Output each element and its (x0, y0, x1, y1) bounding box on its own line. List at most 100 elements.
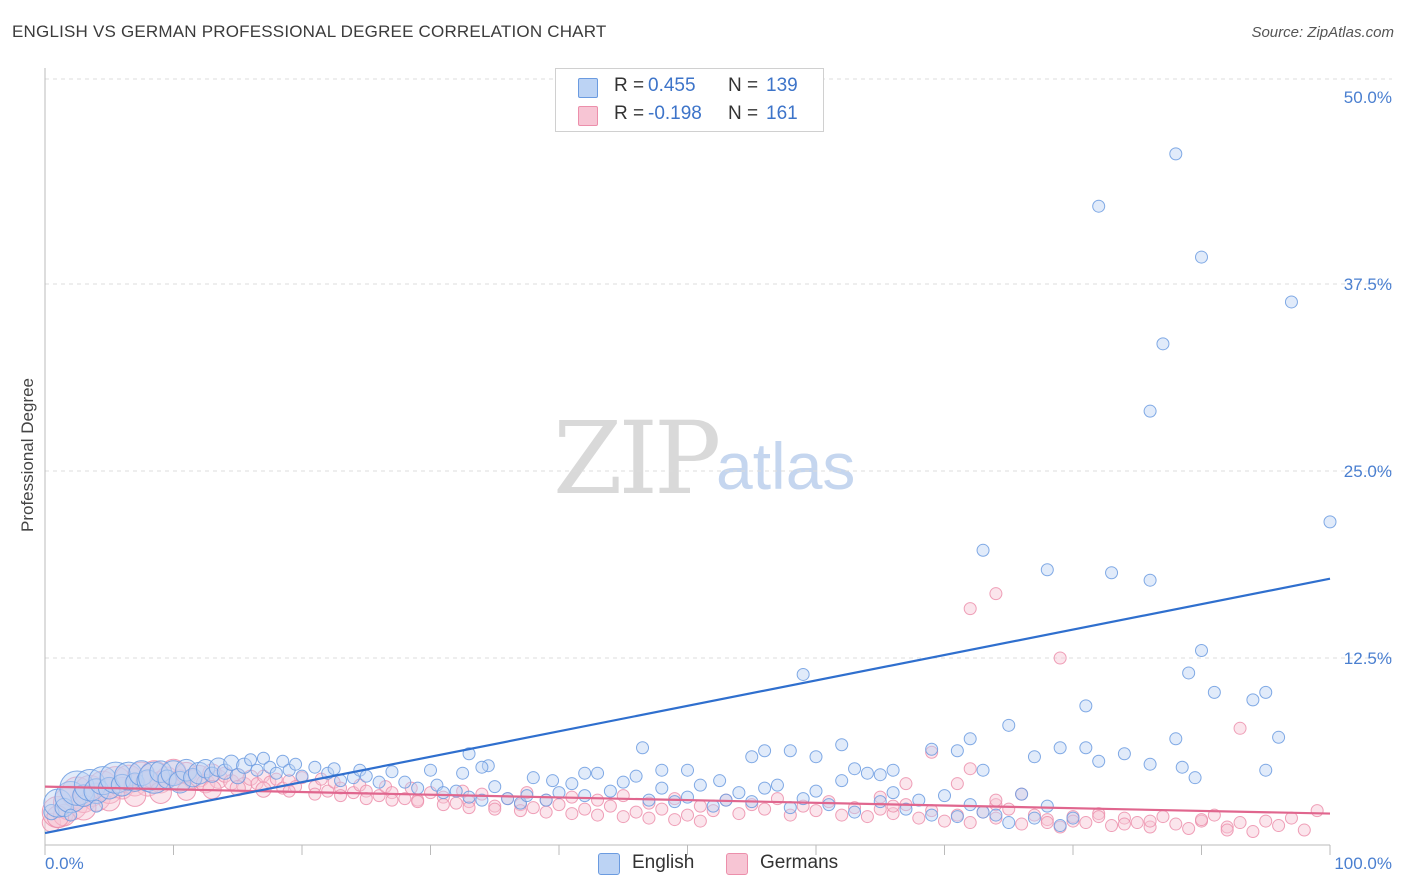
english-point (526, 771, 540, 785)
english-point (216, 763, 233, 780)
english-point (1323, 515, 1337, 529)
correlation-legend: R = 0.455 N = 139 R = -0.198 N = 161 (555, 68, 824, 132)
english-n-value: 139 (766, 75, 798, 96)
english-point (912, 793, 926, 807)
english-point (655, 781, 669, 795)
english-r-label: R = (614, 75, 645, 96)
english-point (989, 808, 1003, 822)
germans-point (334, 781, 348, 795)
english-point (1040, 563, 1054, 577)
english-point (1259, 685, 1273, 699)
germans-point (449, 796, 463, 810)
english-point (359, 769, 373, 783)
english-point (591, 766, 605, 780)
english-point (681, 763, 694, 777)
english-point (976, 805, 990, 819)
english-point (1066, 811, 1080, 825)
germans-point (989, 793, 1003, 807)
english-point (475, 793, 489, 807)
english-point (1246, 693, 1260, 707)
germans-point (963, 762, 977, 776)
english-point (1143, 573, 1157, 587)
germans-point (899, 777, 913, 791)
germans-point (539, 805, 553, 819)
germans-point (1066, 814, 1080, 828)
germans-point (1272, 819, 1286, 833)
germans-point (963, 602, 977, 616)
english-point (758, 781, 772, 795)
trend-lines (44, 577, 1331, 835)
english-point (938, 789, 951, 803)
english-point (1169, 732, 1183, 746)
english-point (681, 790, 694, 804)
germans-point (950, 777, 964, 791)
english-point (1117, 747, 1131, 761)
legend-row-english: R = 0.455 N = 139 (556, 73, 823, 101)
english-point (745, 750, 759, 764)
y-tick-label: 50.0% (1344, 88, 1392, 107)
english-point (603, 784, 617, 798)
english-legend-label: English (632, 852, 695, 873)
english-point (578, 789, 592, 803)
english-point (250, 763, 264, 777)
germans-point (732, 807, 746, 821)
english-point (565, 777, 579, 791)
germans-point (488, 802, 502, 816)
english-point (1002, 816, 1016, 830)
germans-point (308, 787, 322, 801)
english-point (963, 732, 977, 746)
english-point (1156, 337, 1170, 351)
x-tick-label: 0.0% (45, 854, 84, 873)
germans-point (822, 795, 836, 809)
germans-point (1182, 822, 1196, 836)
english-point (244, 753, 258, 767)
english-point (372, 775, 386, 789)
germans-point (411, 795, 425, 809)
english-point (636, 741, 650, 755)
english-point (713, 774, 727, 788)
germans-point (1092, 807, 1106, 821)
english-point (848, 762, 862, 776)
english-point (976, 763, 990, 777)
english-point (873, 795, 887, 809)
english-point (289, 757, 303, 771)
english-trend-line (44, 577, 1331, 835)
germans-r-value: -0.198 (648, 103, 702, 124)
x-tick-label: 100.0% (1334, 854, 1392, 873)
english-point (1175, 760, 1189, 774)
germans-point (603, 799, 617, 813)
english-point (860, 766, 874, 780)
germans-point (462, 801, 476, 815)
germans-point (809, 804, 823, 818)
germans-point (1015, 817, 1029, 831)
germans-point (552, 798, 566, 812)
english-point (203, 766, 221, 783)
axes (44, 68, 1331, 855)
germans-point (693, 814, 707, 828)
english-point (1105, 566, 1119, 580)
english-point (1207, 685, 1221, 699)
english-point (835, 774, 849, 788)
english-point (398, 775, 412, 789)
english-point (976, 543, 990, 557)
germans-point (513, 804, 527, 818)
germans-point (1233, 816, 1247, 830)
tick-labels: 12.5% 25.0% 37.5% 50.0% 0.0% 100.0% (45, 88, 1392, 873)
germans-r-label: R = (614, 103, 645, 124)
germans-point (385, 786, 399, 800)
english-point (1015, 787, 1029, 801)
english-point (256, 751, 270, 765)
english-r-value: 0.455 (648, 75, 696, 96)
english-swatch (578, 78, 598, 98)
english-point (1195, 644, 1208, 658)
english-point (1027, 750, 1041, 764)
english-point (925, 808, 939, 822)
english-point (462, 790, 476, 804)
english-point (1188, 771, 1202, 785)
english-point (488, 780, 502, 794)
english-point (950, 810, 964, 824)
english-point (796, 667, 810, 681)
english-point (835, 738, 849, 752)
english-point (546, 774, 560, 788)
germans-point (1105, 819, 1119, 833)
